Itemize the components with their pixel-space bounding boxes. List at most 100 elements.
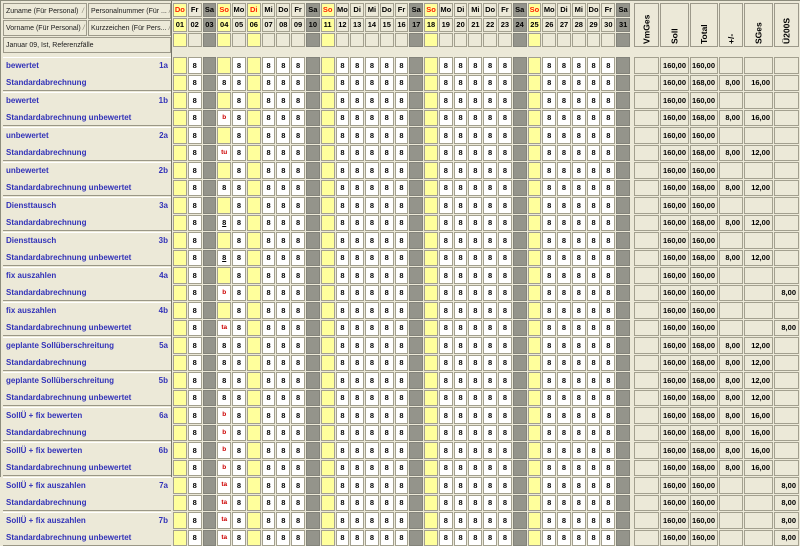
day-cell-11[interactable]: [321, 512, 335, 529]
day-cell-11[interactable]: [321, 302, 335, 319]
day-cell-23[interactable]: 8: [498, 337, 512, 354]
day-cell-16[interactable]: 8: [395, 110, 409, 127]
day-cell-16[interactable]: 8: [395, 180, 409, 197]
day-cell-22[interactable]: 8: [483, 267, 497, 284]
day-cell-06[interactable]: [247, 232, 261, 249]
day-cell-15[interactable]: 8: [380, 145, 394, 162]
day-cell-06[interactable]: [247, 57, 261, 74]
day-cell-18[interactable]: [424, 477, 438, 494]
day-cell-05[interactable]: 8: [232, 530, 246, 546]
day-cell-31[interactable]: [616, 250, 630, 267]
day-cell-08[interactable]: 8: [276, 495, 290, 512]
day-cell-06[interactable]: [247, 495, 261, 512]
day-cell-14[interactable]: 8: [365, 530, 379, 546]
day-cell-18[interactable]: [424, 372, 438, 389]
day-cell-02[interactable]: 8: [188, 425, 202, 442]
day-cell-13[interactable]: 8: [350, 215, 364, 232]
day-cell-04[interactable]: b: [217, 442, 231, 459]
day-cell-28[interactable]: 8: [572, 197, 586, 214]
day-cell-29[interactable]: 8: [587, 145, 601, 162]
day-cell-03[interactable]: [203, 145, 217, 162]
day-cell-17[interactable]: [409, 320, 423, 337]
day-cell-02[interactable]: 8: [188, 495, 202, 512]
day-cell-31[interactable]: [616, 320, 630, 337]
day-cell-19[interactable]: 8: [439, 57, 453, 74]
day-cell-06[interactable]: [247, 477, 261, 494]
day-cell-08[interactable]: 8: [276, 390, 290, 407]
day-cell-21[interactable]: 8: [468, 145, 482, 162]
day-cell-14[interactable]: 8: [365, 460, 379, 477]
day-cell-16[interactable]: 8: [395, 320, 409, 337]
day-cell-23[interactable]: 8: [498, 285, 512, 302]
day-cell-17[interactable]: [409, 495, 423, 512]
day-cell-13[interactable]: 8: [350, 372, 364, 389]
day-cell-13[interactable]: 8: [350, 425, 364, 442]
day-cell-22[interactable]: 8: [483, 512, 497, 529]
day-cell-16[interactable]: 8: [395, 75, 409, 92]
day-cell-02[interactable]: 8: [188, 320, 202, 337]
day-cell-04[interactable]: ta: [217, 495, 231, 512]
day-cell-27[interactable]: 8: [557, 407, 571, 424]
day-cell-27[interactable]: 8: [557, 285, 571, 302]
day-cell-14[interactable]: 8: [365, 127, 379, 144]
day-cell-20[interactable]: 8: [454, 477, 468, 494]
day-cell-31[interactable]: [616, 407, 630, 424]
day-cell-23[interactable]: 8: [498, 302, 512, 319]
day-cell-20[interactable]: 8: [454, 390, 468, 407]
day-cell-06[interactable]: [247, 215, 261, 232]
day-cell-04[interactable]: [217, 127, 231, 144]
day-cell-31[interactable]: [616, 477, 630, 494]
day-cell-29[interactable]: 8: [587, 460, 601, 477]
day-cell-11[interactable]: [321, 215, 335, 232]
day-cell-28[interactable]: 8: [572, 442, 586, 459]
day-cell-28[interactable]: 8: [572, 232, 586, 249]
day-cell-27[interactable]: 8: [557, 197, 571, 214]
day-cell-14[interactable]: 8: [365, 442, 379, 459]
day-cell-10[interactable]: [306, 215, 320, 232]
day-cell-30[interactable]: 8: [601, 460, 615, 477]
day-cell-27[interactable]: 8: [557, 355, 571, 372]
day-cell-17[interactable]: [409, 232, 423, 249]
day-cell-12[interactable]: 8: [336, 92, 350, 109]
day-cell-09[interactable]: 8: [291, 460, 305, 477]
day-cell-15[interactable]: 8: [380, 110, 394, 127]
day-cell-11[interactable]: [321, 162, 335, 179]
day-cell-21[interactable]: 8: [468, 127, 482, 144]
day-cell-28[interactable]: 8: [572, 530, 586, 546]
day-cell-30[interactable]: 8: [601, 355, 615, 372]
day-cell-14[interactable]: 8: [365, 302, 379, 319]
day-cell-30[interactable]: 8: [601, 337, 615, 354]
day-cell-02[interactable]: 8: [188, 162, 202, 179]
day-cell-03[interactable]: [203, 180, 217, 197]
day-cell-08[interactable]: 8: [276, 57, 290, 74]
day-cell-05[interactable]: 8: [232, 442, 246, 459]
day-cell-04[interactable]: b: [217, 285, 231, 302]
day-cell-20[interactable]: 8: [454, 372, 468, 389]
day-cell-30[interactable]: 8: [601, 302, 615, 319]
day-cell-20[interactable]: 8: [454, 460, 468, 477]
day-cell-23[interactable]: 8: [498, 477, 512, 494]
day-cell-07[interactable]: 8: [262, 460, 276, 477]
day-cell-14[interactable]: 8: [365, 425, 379, 442]
day-cell-13[interactable]: 8: [350, 460, 364, 477]
day-cell-05[interactable]: 8: [232, 57, 246, 74]
day-cell-08[interactable]: 8: [276, 442, 290, 459]
day-cell-18[interactable]: [424, 530, 438, 546]
day-cell-18[interactable]: [424, 197, 438, 214]
day-cell-31[interactable]: [616, 162, 630, 179]
day-cell-04[interactable]: ta: [217, 512, 231, 529]
day-cell-20[interactable]: 8: [454, 110, 468, 127]
day-cell-10[interactable]: [306, 232, 320, 249]
day-cell-12[interactable]: 8: [336, 477, 350, 494]
day-cell-26[interactable]: 8: [542, 530, 556, 546]
day-cell-18[interactable]: [424, 250, 438, 267]
day-cell-12[interactable]: 8: [336, 302, 350, 319]
day-cell-13[interactable]: 8: [350, 442, 364, 459]
day-cell-27[interactable]: 8: [557, 145, 571, 162]
day-cell-29[interactable]: 8: [587, 232, 601, 249]
day-cell-08[interactable]: 8: [276, 512, 290, 529]
day-cell-01[interactable]: [173, 127, 187, 144]
day-cell-26[interactable]: 8: [542, 495, 556, 512]
day-cell-27[interactable]: 8: [557, 390, 571, 407]
day-cell-11[interactable]: [321, 407, 335, 424]
